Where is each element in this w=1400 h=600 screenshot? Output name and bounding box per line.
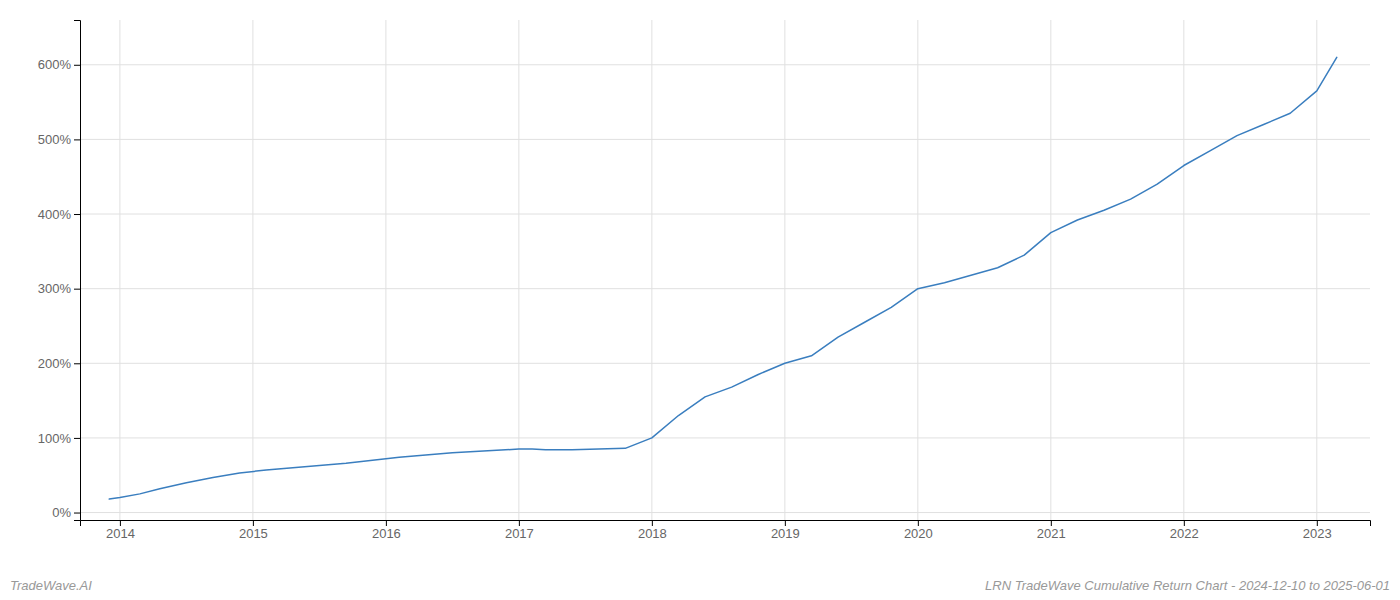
tick-mark	[785, 520, 786, 526]
tick-mark	[120, 520, 121, 526]
tick: 200%	[38, 356, 80, 371]
grid-line-y	[80, 437, 1370, 438]
tick-mark	[74, 513, 80, 514]
grid-line-x	[1183, 20, 1184, 520]
grid-line-x	[119, 20, 120, 520]
plot: 2014 2015 2016 2017 2018 2019 2020 2021 2022 2023…	[38, 20, 1371, 541]
tick-label: 2023	[1303, 526, 1332, 541]
tick-label: 2018	[638, 526, 667, 541]
tick-label: 2020	[904, 526, 933, 541]
tick-mark	[74, 438, 80, 439]
tick: 100%	[38, 431, 80, 446]
grid-line-x	[252, 20, 253, 520]
grid-line-y	[80, 139, 1370, 140]
grid-line-x	[1316, 20, 1317, 520]
watermark: TradeWave.AI	[10, 578, 92, 593]
tick: 600%	[38, 57, 80, 72]
axis-line	[74, 21, 81, 521]
tick: 2016	[372, 520, 401, 541]
tick: 300%	[38, 281, 80, 296]
tick: 2019	[771, 520, 800, 541]
tick-label: 300%	[38, 281, 72, 296]
grid-line-x	[651, 20, 652, 520]
grid-line-y	[80, 214, 1370, 215]
tick: 2017	[505, 520, 534, 541]
grid-line-y	[80, 512, 1370, 513]
tick-mark	[74, 214, 80, 215]
grid-line-x	[518, 20, 519, 520]
tick: 500%	[38, 132, 80, 147]
tick-label: 600%	[38, 57, 72, 72]
tick-mark	[253, 520, 254, 526]
chart-container: 2014 2015 2016 2017 2018 2019 2020 2021 2022 2023…	[0, 0, 1400, 600]
tick-label: 2014	[106, 526, 135, 541]
tick-label: 100%	[38, 431, 72, 446]
x-axis: 2014 2015 2016 2017 2018 2019 2020 2021 2022 2023	[81, 520, 1371, 541]
tick: 2021	[1037, 520, 1066, 541]
tick-mark	[74, 65, 80, 66]
tick-label: 2017	[505, 526, 534, 541]
grid-line-y	[80, 363, 1370, 364]
tick-mark	[74, 363, 80, 364]
series-line	[109, 57, 1336, 499]
tick: 2020	[904, 520, 933, 541]
grid-line-y	[80, 288, 1370, 289]
tick-mark	[1317, 520, 1318, 526]
tick-label: 400%	[38, 207, 72, 222]
tick-label: 2022	[1170, 526, 1199, 541]
tick-mark	[74, 139, 80, 140]
tick-label: 500%	[38, 132, 72, 147]
tick-mark	[386, 520, 387, 526]
tick-label: 0%	[52, 505, 71, 520]
tick: 400%	[38, 207, 80, 222]
tick: 2018	[638, 520, 667, 541]
tick: 0%	[52, 505, 80, 520]
tick: 2014	[106, 520, 135, 541]
grid-line-x	[1050, 20, 1051, 520]
tick-mark	[74, 289, 80, 290]
tick-label: 2021	[1037, 526, 1066, 541]
tick-label: 200%	[38, 356, 72, 371]
tick-label: 2016	[372, 526, 401, 541]
y-axis: 0% 100% 200% 300% 400% 500% 600%	[38, 21, 81, 521]
tick-mark	[1051, 520, 1052, 526]
tick-label: 2019	[771, 526, 800, 541]
grid-line-x	[784, 20, 785, 520]
tick-label: 2015	[239, 526, 268, 541]
marks	[109, 57, 1336, 499]
grid-line-y	[80, 64, 1370, 65]
tick-mark	[1184, 520, 1185, 526]
texts: TradeWave.AI LRN TradeWave Cumulative Ret…	[10, 578, 1390, 593]
tick-mark	[519, 520, 520, 526]
tick-mark	[652, 520, 653, 526]
tick-mark	[918, 520, 919, 526]
tick: 2023	[1303, 520, 1332, 541]
grid	[80, 20, 1370, 520]
grid-line-x	[917, 20, 918, 520]
tick: 2022	[1170, 520, 1199, 541]
grid-line-x	[385, 20, 386, 520]
tick: 2015	[239, 520, 268, 541]
title: LRN TradeWave Cumulative Return Chart - …	[985, 578, 1390, 593]
axis-line	[81, 521, 1371, 527]
chart-svg: 2014 2015 2016 2017 2018 2019 2020 2021 2022 2023…	[0, 0, 1400, 600]
